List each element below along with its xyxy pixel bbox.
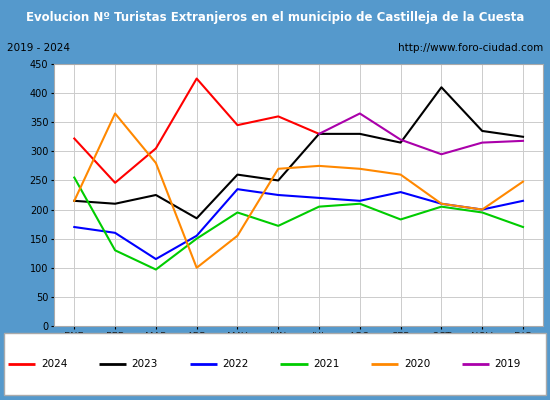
Text: 2022: 2022 <box>222 359 249 369</box>
Text: 2019: 2019 <box>494 359 521 369</box>
Text: 2021: 2021 <box>313 359 339 369</box>
Text: 2019 - 2024: 2019 - 2024 <box>7 43 70 53</box>
Text: http://www.foro-ciudad.com: http://www.foro-ciudad.com <box>398 43 543 53</box>
Text: 2024: 2024 <box>41 359 67 369</box>
Text: 2020: 2020 <box>404 359 430 369</box>
FancyBboxPatch shape <box>4 333 546 394</box>
Text: Evolucion Nº Turistas Extranjeros en el municipio de Castilleja de la Cuesta: Evolucion Nº Turistas Extranjeros en el … <box>26 10 524 24</box>
Text: 2023: 2023 <box>131 359 158 369</box>
